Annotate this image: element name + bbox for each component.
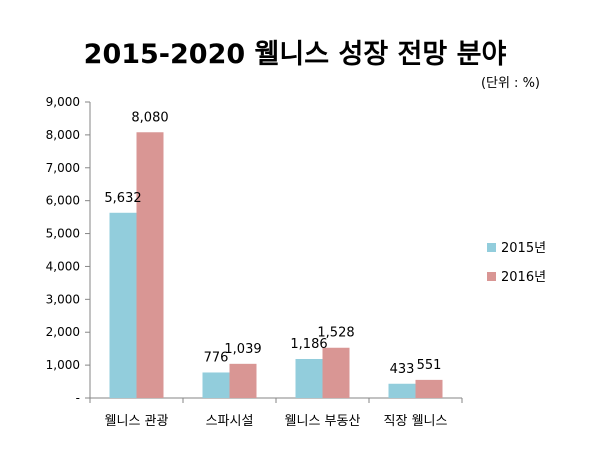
legend-label: 2016년	[501, 270, 546, 285]
x-tick-label: 직장 웰니스	[384, 414, 448, 429]
bar	[136, 132, 164, 398]
y-tick-label: 4,000	[46, 259, 80, 273]
y-tick-label: 6,000	[46, 194, 80, 208]
x-tick-label: 스파시설	[206, 414, 254, 429]
bars	[109, 132, 443, 398]
data-label: 776	[204, 350, 229, 365]
legend-swatch	[487, 272, 496, 281]
y-tick-label: -	[76, 391, 80, 405]
legend: 2015년 2016년	[487, 241, 546, 285]
unit-note: (단위 : %)	[480, 76, 540, 91]
y-tick-label: 9,000	[46, 95, 80, 109]
data-label: 433	[390, 362, 415, 377]
bar	[202, 372, 230, 398]
y-tick-label: 7,000	[46, 161, 80, 175]
y-tick-label: 1,000	[46, 358, 80, 372]
data-label: 8,080	[131, 110, 168, 125]
legend-swatch	[487, 243, 496, 252]
x-tick-label: 웰니스 관광	[105, 414, 169, 429]
y-tick-label: 5,000	[46, 227, 80, 241]
data-label: 5,632	[104, 191, 141, 206]
bar	[295, 358, 323, 398]
bar	[322, 347, 350, 398]
legend-label: 2015년	[501, 241, 546, 256]
chart-title: 2015-2020 웰니스 성장 전망 분야	[83, 39, 507, 70]
data-label: 1,186	[290, 337, 327, 352]
data-label: 1,039	[224, 342, 261, 357]
bar	[388, 383, 416, 398]
data-label: 551	[417, 358, 442, 373]
y-tick-label: 2,000	[46, 325, 80, 339]
bar	[109, 212, 137, 398]
x-tick-label: 웰니스 부동산	[285, 414, 361, 429]
data-label: 1,528	[317, 326, 354, 341]
bar	[229, 363, 257, 398]
y-tick-label: 8,000	[46, 128, 80, 142]
bar	[415, 379, 443, 398]
y-tick-label: 3,000	[46, 292, 80, 306]
axes: - 1,000 2,000 3,000 4,000 5,000 6,000 7,000 8,00…	[46, 95, 463, 429]
